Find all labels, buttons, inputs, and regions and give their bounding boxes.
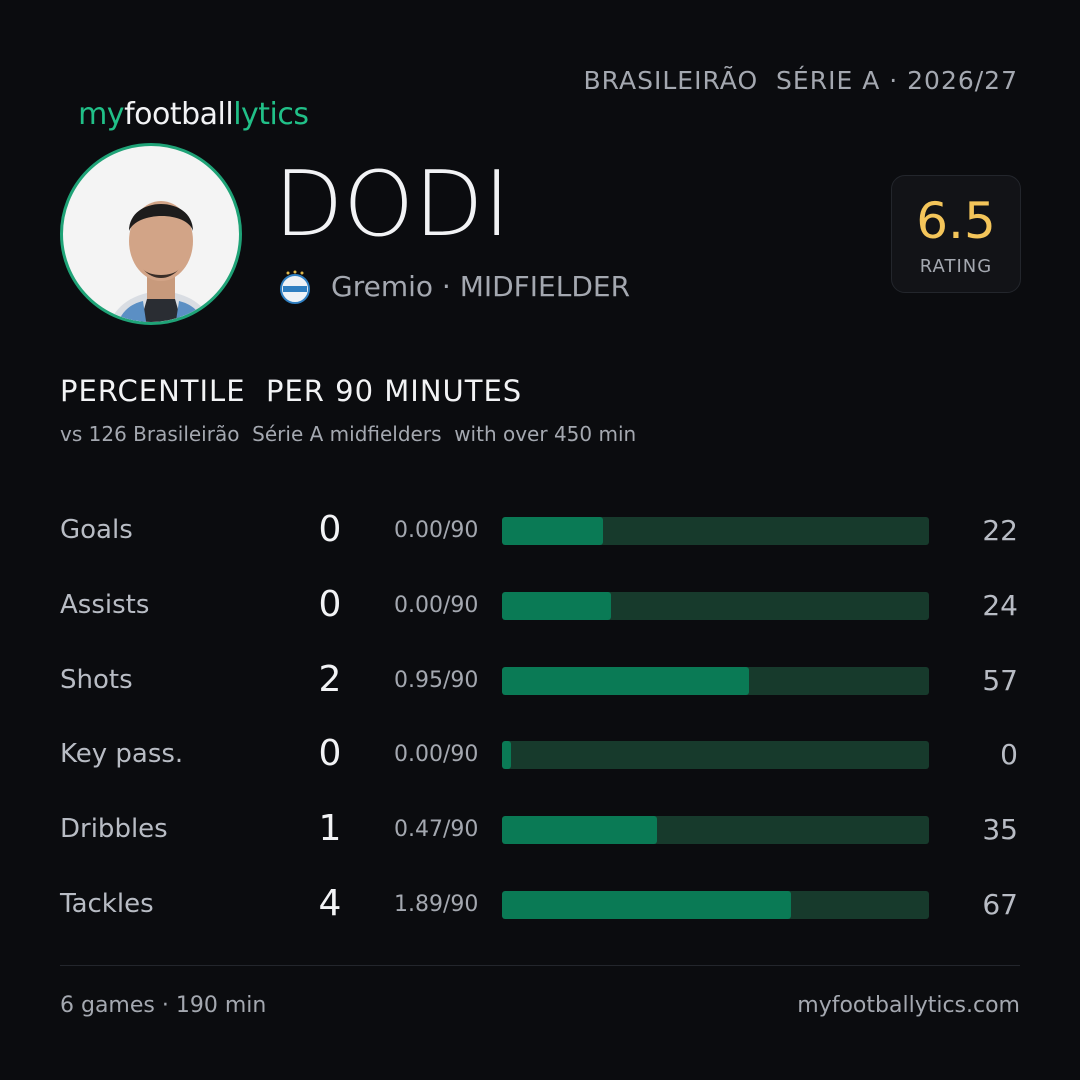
rating-box: 6.5 RATING bbox=[891, 175, 1021, 293]
divider bbox=[60, 965, 1020, 966]
stat-per90: 0.00/90 bbox=[394, 592, 479, 618]
stat-percentile: 0 bbox=[1000, 738, 1018, 772]
stat-total: 0 bbox=[318, 733, 342, 775]
club-badge bbox=[280, 270, 310, 304]
percentile-bar bbox=[502, 816, 658, 845]
stat-label: Tackles bbox=[60, 889, 154, 919]
competition: BRASILEIRÃO SÉRIE A · 2026/27 bbox=[583, 66, 1018, 95]
rating-label: RATING bbox=[919, 256, 993, 277]
bar-track bbox=[502, 666, 929, 695]
stat-label: Dribbles bbox=[60, 814, 168, 845]
footer-games: 6 games · 190 min bbox=[60, 993, 267, 1018]
brand[interactable]: myfootballlytics bbox=[60, 62, 309, 132]
stat-percentile: 35 bbox=[982, 813, 1018, 847]
stat-label: Key pass. bbox=[60, 739, 184, 770]
percentile-bar bbox=[502, 741, 511, 770]
stat-total: 0 bbox=[318, 583, 342, 625]
stat-total: 2 bbox=[318, 658, 342, 700]
section-title: PERCENTILE PER 90 MINUTES bbox=[60, 374, 523, 408]
brand-part: my bbox=[78, 97, 125, 132]
stat-per90: 0.47/90 bbox=[394, 817, 479, 843]
stat-total: 1 bbox=[318, 808, 342, 850]
stat-total: 0 bbox=[318, 509, 342, 550]
stat-percentile: 22 bbox=[982, 514, 1018, 547]
stat-percentile: 67 bbox=[982, 888, 1018, 921]
percentile-bar bbox=[502, 891, 792, 919]
bar-track bbox=[502, 517, 929, 545]
brand-part: lytics bbox=[233, 97, 309, 132]
stat-label: Assists bbox=[60, 589, 150, 620]
bar-track bbox=[502, 891, 929, 919]
photo-silhouette bbox=[109, 201, 213, 322]
bar-track bbox=[502, 816, 929, 845]
player-photo bbox=[60, 143, 242, 325]
brand-part: football bbox=[124, 97, 234, 132]
rating-value: 6.5 bbox=[916, 192, 996, 250]
stat-label: Shots bbox=[60, 664, 133, 695]
percentile-bar bbox=[502, 666, 750, 695]
bar-track bbox=[502, 741, 929, 770]
stat-per90: 1.89/90 bbox=[394, 892, 479, 917]
stat-per90: 0.00/90 bbox=[394, 742, 479, 768]
player-subtitle: Gremio · MIDFIELDER bbox=[331, 270, 631, 303]
stat-per90: 0.95/90 bbox=[394, 667, 479, 693]
percentile-bar bbox=[502, 591, 612, 620]
stat-total: 4 bbox=[318, 883, 342, 924]
bar-track bbox=[502, 591, 929, 620]
section-subtitle: vs 126 Brasileirão Série A midfielders w… bbox=[60, 422, 637, 446]
percentile-bar bbox=[502, 517, 603, 545]
stat-per90: 0.00/90 bbox=[394, 518, 479, 543]
stat-label: Goals bbox=[60, 515, 133, 545]
stat-percentile: 57 bbox=[982, 663, 1018, 697]
stat-percentile: 24 bbox=[982, 588, 1018, 622]
player-name: DODI bbox=[274, 152, 510, 257]
footer-site[interactable]: myfootballytics.com bbox=[797, 993, 1020, 1018]
